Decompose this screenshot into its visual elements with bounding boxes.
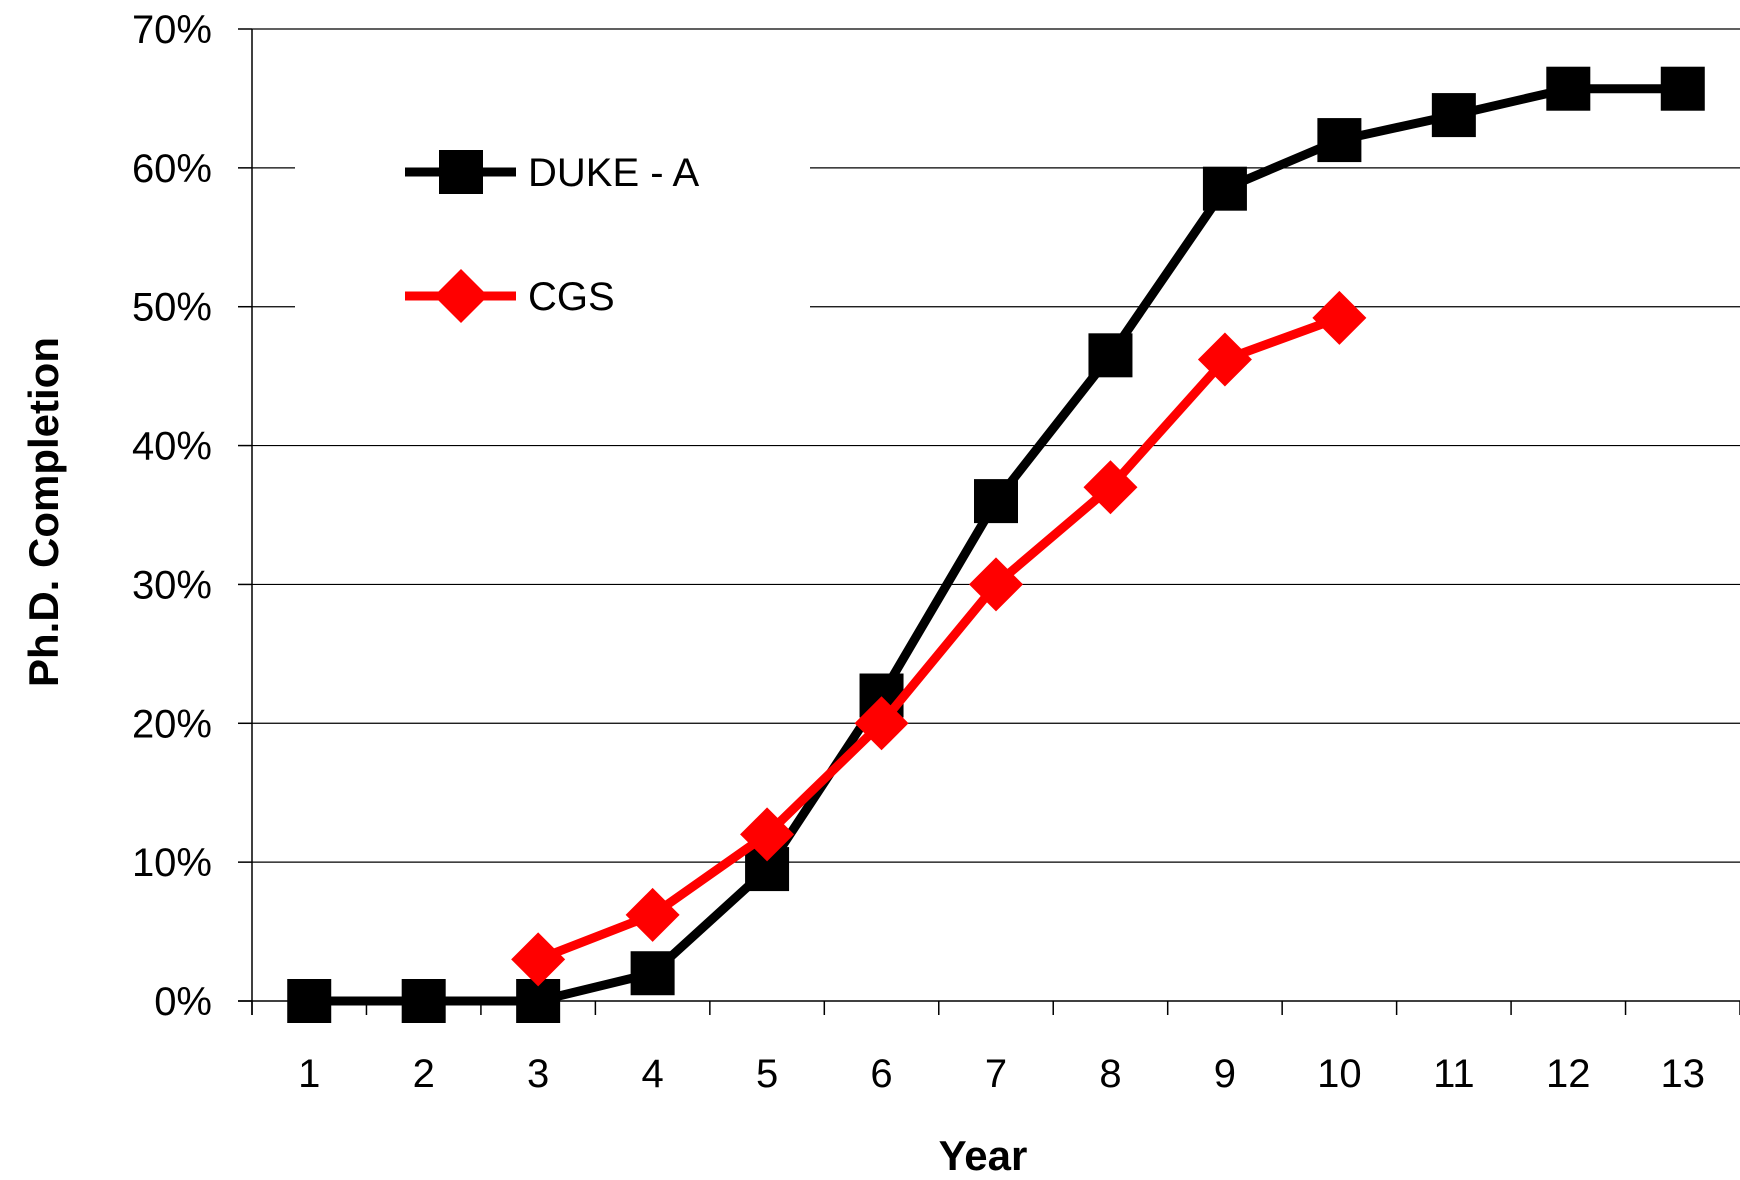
x-tick-label: 13 [1661,1052,1706,1096]
legend-label: CGS [528,275,615,319]
y-tick-labels: 0% 10% 20% 30% 40% 50% 60% 70% [132,8,212,1024]
y-tick-label: 60% [132,147,212,191]
data-point [1202,166,1247,211]
data-point [1431,93,1476,138]
legend: DUKE - A CGS [405,150,699,323]
x-tick-label: 4 [641,1052,663,1096]
data-point [1660,66,1705,111]
legend-marker [434,269,488,323]
x-tick-labels: 1 2 3 4 5 6 7 8 9 10 11 12 13 [298,1052,1705,1096]
data-point [1317,118,1362,163]
series-line [536,313,1341,964]
x-tick-label: 2 [413,1052,435,1096]
data-point [630,951,675,996]
x-tick-label: 3 [527,1052,549,1096]
data-point [1546,66,1591,111]
series-0 [287,66,1705,1023]
data-point [1083,460,1138,515]
y-tick-label: 20% [132,702,212,746]
y-axis-title: Ph.D. Completion [20,337,67,687]
legend-label: DUKE - A [528,151,699,195]
data-point [1312,290,1367,345]
series-line [309,84,1683,1006]
data-point [969,557,1023,612]
x-tick-label: 1 [298,1052,320,1096]
data-point [740,807,795,862]
data-point [401,979,446,1023]
y-tick-label: 30% [132,563,212,607]
x-tick-label: 10 [1317,1052,1362,1096]
x-tick-label: 8 [1099,1052,1121,1096]
x-tick-label: 9 [1214,1052,1236,1096]
x-tick-label: 6 [870,1052,892,1096]
data-point [854,696,909,751]
x-tick-label: 7 [985,1052,1007,1096]
series-1 [511,290,1367,987]
series-layer [287,66,1705,1023]
data-point [974,479,1018,524]
y-tick-label: 50% [132,286,212,330]
data-point [625,887,680,942]
x-tick-label: 11 [1433,1052,1475,1096]
data-point [1088,333,1133,378]
x-tick-label: 5 [756,1052,778,1096]
y-tick-label: 10% [132,841,212,885]
data-point [287,979,332,1023]
x-axis-title: Year [939,1132,1028,1179]
legend-marker [439,150,483,194]
y-tick-label: 0% [154,980,212,1024]
y-tick-label: 40% [132,425,212,469]
x-tick-label: 12 [1546,1052,1591,1096]
y-tick-label: 70% [132,8,212,52]
data-point [1197,332,1252,387]
data-point [511,932,566,987]
